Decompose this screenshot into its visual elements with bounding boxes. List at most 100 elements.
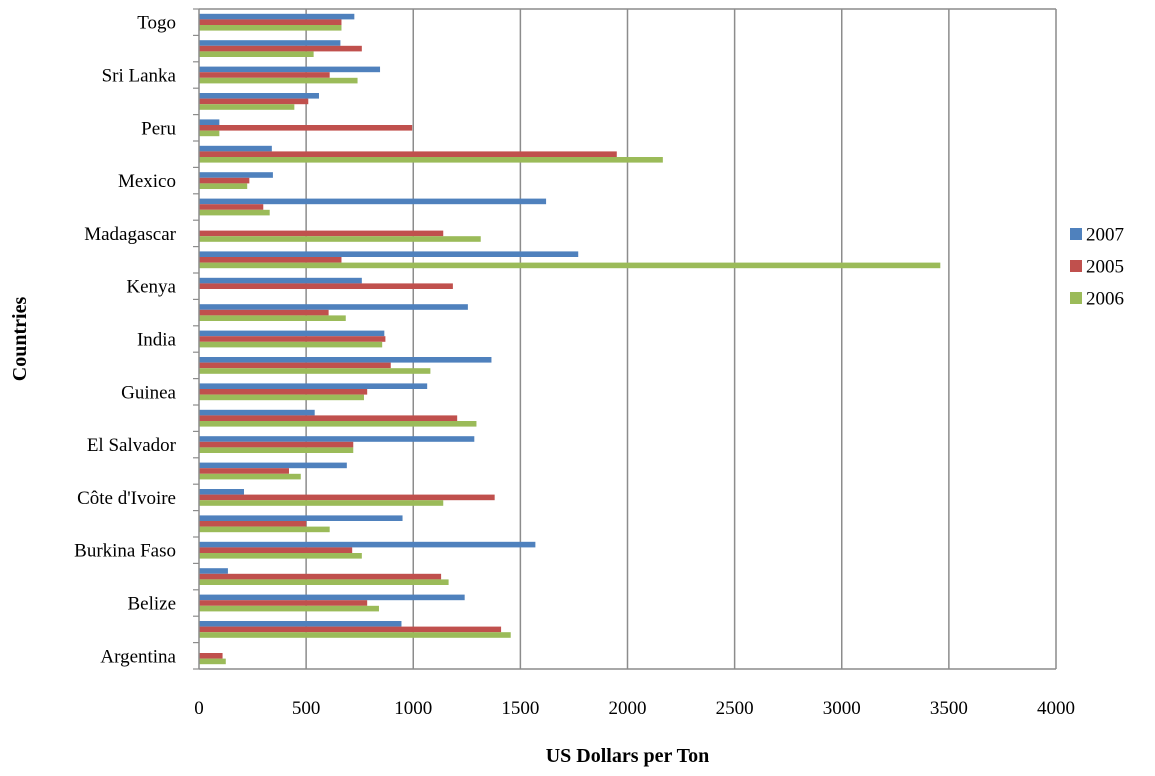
bar-2005 xyxy=(199,626,502,633)
bar-2006 xyxy=(199,526,330,533)
bar-2007 xyxy=(199,198,547,205)
legend-swatch xyxy=(1070,228,1082,240)
bar-2005 xyxy=(199,389,368,395)
bar-2006 xyxy=(199,553,362,559)
bar-2006 xyxy=(199,25,342,31)
bar-2007 xyxy=(199,13,355,20)
bar-2007 xyxy=(199,357,492,363)
bar-2006 xyxy=(199,183,248,189)
bar-2006 xyxy=(199,315,346,321)
category-label: El Salvador xyxy=(87,435,177,456)
category-label: Guinea xyxy=(121,382,176,403)
bar-2007 xyxy=(199,462,347,469)
bar-2006 xyxy=(199,77,358,84)
bar-2006 xyxy=(199,421,477,427)
bar-2006 xyxy=(199,447,354,453)
category-label: Kenya xyxy=(126,277,176,298)
bar-2005 xyxy=(199,309,329,316)
bar-2006 xyxy=(199,51,314,57)
bar-2007 xyxy=(199,251,579,257)
bar-2006 xyxy=(199,130,220,137)
bar-2005 xyxy=(199,468,289,474)
category-label: Togo xyxy=(137,13,176,34)
bar-2007 xyxy=(199,277,362,284)
bar-2007 xyxy=(199,515,403,521)
bar-2006 xyxy=(199,157,663,163)
category-label: Côte d'Ivoire xyxy=(77,488,176,509)
bar-2007 xyxy=(199,568,228,574)
bar-2005 xyxy=(199,177,250,184)
category-label: Peru xyxy=(141,118,176,139)
bar-2006 xyxy=(199,500,444,506)
bar-2005 xyxy=(199,19,342,25)
bar-2007 xyxy=(199,66,381,73)
bar-2005 xyxy=(199,257,342,263)
category-label: India xyxy=(137,330,177,351)
bar-2007 xyxy=(199,145,272,152)
category-label: Belize xyxy=(127,594,176,615)
bar-2005 xyxy=(199,547,353,553)
bar-2006 xyxy=(199,236,481,242)
bar-2007 xyxy=(199,304,468,310)
bar-2005 xyxy=(199,653,223,659)
x-tick-label: 1000 xyxy=(394,698,432,719)
bar-2006 xyxy=(199,209,270,216)
legend-item: 2007 xyxy=(1070,225,1124,246)
bar-2006 xyxy=(199,658,226,665)
x-axis-title: US Dollars per Ton xyxy=(546,745,710,767)
bar-2007 xyxy=(199,594,465,601)
bar-2007 xyxy=(199,93,319,99)
bar-2006 xyxy=(199,394,364,401)
bar-2005 xyxy=(199,362,391,369)
axes xyxy=(193,8,1056,670)
bar-2007 xyxy=(199,330,385,337)
bar-2005 xyxy=(199,441,354,448)
legend: 2007 2005 2006 xyxy=(1070,225,1124,310)
bar-2007 xyxy=(199,621,402,627)
x-tick-labels: 0 500 1000 1500 2000 2500 3000 3500 4000 xyxy=(194,698,1075,719)
x-tick-label: 3500 xyxy=(930,698,968,719)
legend-label: 2006 xyxy=(1086,289,1124,310)
category-labels: Argentina Belize Burkina Faso Côte d'Ivoire… xyxy=(74,13,177,668)
category-label: Sri Lanka xyxy=(102,66,177,87)
bar-2007 xyxy=(199,489,244,495)
category-label: Burkina Faso xyxy=(74,541,176,562)
bar-2007 xyxy=(199,172,273,178)
legend-label: 2007 xyxy=(1086,225,1124,246)
legend-item: 2005 xyxy=(1070,257,1124,278)
x-tick-label: 2500 xyxy=(716,698,754,719)
legend-item: 2006 xyxy=(1070,289,1124,310)
bar-2007 xyxy=(199,436,475,442)
gridlines xyxy=(305,9,1057,669)
bar-2005 xyxy=(199,72,330,78)
bar-2006 xyxy=(199,368,431,374)
x-tick-label: 1500 xyxy=(501,698,539,719)
bars xyxy=(199,13,941,665)
bar-2005 xyxy=(199,573,442,580)
bar-2006 xyxy=(199,262,941,269)
x-tick-label: 2000 xyxy=(609,698,647,719)
legend-swatch xyxy=(1070,260,1082,272)
bar-2005 xyxy=(199,151,617,157)
bar-2005 xyxy=(199,600,368,606)
bar-2005 xyxy=(199,521,307,527)
bar-2007 xyxy=(199,541,536,548)
x-tick-label: 500 xyxy=(292,698,321,719)
bar-2006 xyxy=(199,104,295,110)
bar-2005 xyxy=(199,494,495,501)
y-axis-title: Countries xyxy=(9,297,31,382)
bar-2006 xyxy=(199,473,301,480)
bar-2007 xyxy=(199,383,428,389)
bar-2007 xyxy=(199,40,341,46)
x-tick-label: 0 xyxy=(194,698,204,719)
legend-label: 2005 xyxy=(1086,257,1124,278)
bar-2005 xyxy=(199,230,444,237)
bar-2005 xyxy=(199,283,453,289)
bar-2006 xyxy=(199,632,511,638)
x-tick-label: 4000 xyxy=(1037,698,1075,719)
bar-2007 xyxy=(199,409,315,416)
bar-2005 xyxy=(199,204,264,210)
bar-2007 xyxy=(199,119,220,125)
